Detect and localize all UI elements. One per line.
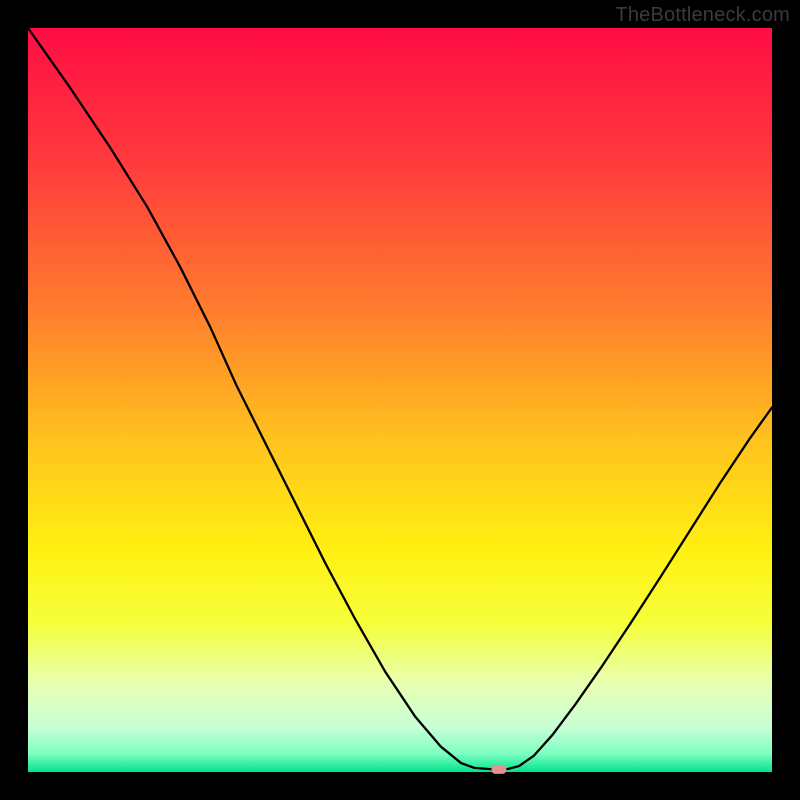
optimal-marker (492, 765, 507, 774)
chart-svg (0, 0, 800, 800)
plot-area (28, 28, 772, 772)
watermark-text: TheBottleneck.com (615, 4, 790, 27)
